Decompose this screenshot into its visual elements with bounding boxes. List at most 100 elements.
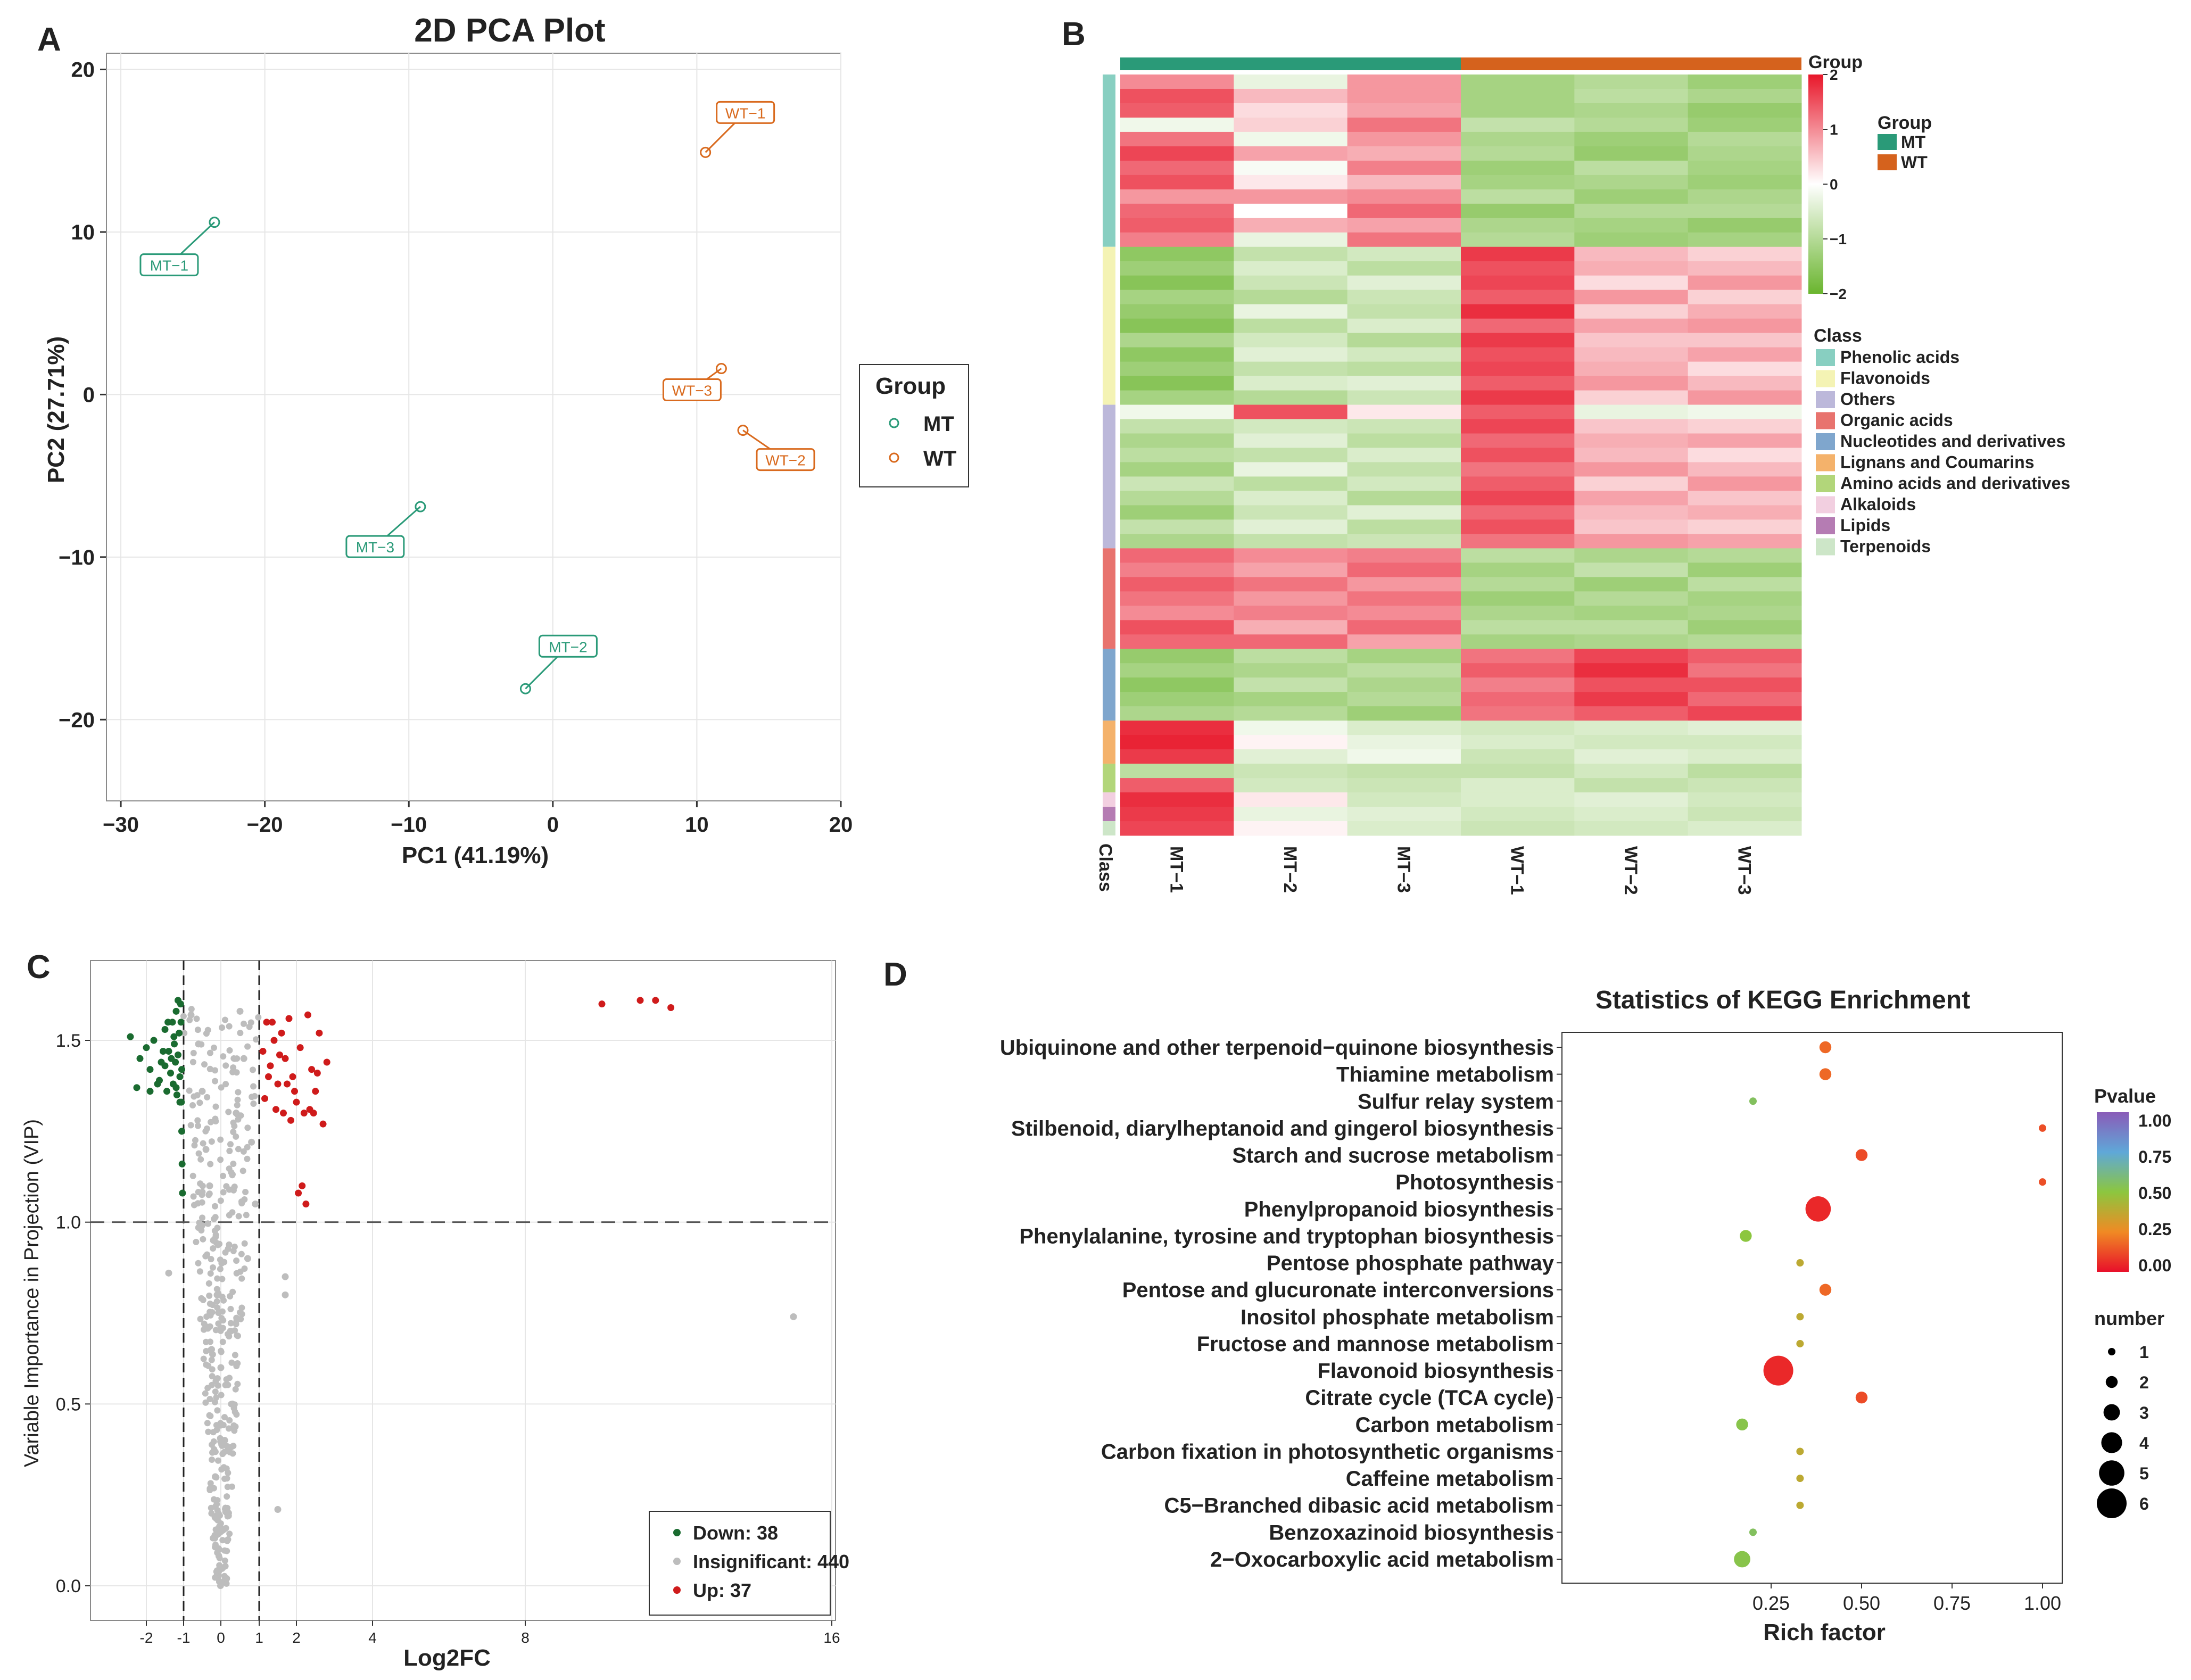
pca-point-label-box (345, 535, 405, 558)
heatmap-cell (1234, 160, 1348, 176)
insignificant-point (228, 1359, 235, 1366)
pathway-label: Sulfur relay system (1358, 1090, 1554, 1113)
heatmap-cell (1574, 462, 1689, 477)
heatmap-cell (1234, 433, 1348, 449)
class-legend-label: Lignans and Coumarins (1840, 453, 2034, 472)
insignificant-point (205, 1428, 212, 1435)
down-point (146, 1088, 154, 1095)
kegg-bubble (1805, 1196, 1831, 1222)
panel-b: B Group Class MT−1 MT−2 MT−3 WT−1 WT−2 WT−3 2… (1062, 16, 2070, 895)
heatmap-cell (1574, 131, 1689, 147)
heatmap-cell (1461, 807, 1575, 822)
insignificant-point (236, 1007, 244, 1015)
number-legend: 1 2 3 4 5 6 (2097, 1343, 2149, 1518)
down-point (150, 1037, 158, 1044)
legend-wt-label: WT (923, 447, 956, 470)
heatmap-cell (1120, 606, 1234, 620)
class-legend-swatch (1816, 517, 1835, 534)
insignificant-point (234, 1096, 241, 1103)
insignificant-point (205, 1280, 212, 1287)
insignificant-point (214, 1507, 221, 1513)
panel-a-x-tick-label: −10 (391, 813, 427, 837)
heatmap-cell (1347, 131, 1461, 147)
down-point (178, 1066, 185, 1073)
kegg-bubble (1736, 1418, 1748, 1431)
insignificant-point (219, 1537, 226, 1544)
heatmap-cell (1461, 462, 1575, 477)
kegg-bubble (1749, 1528, 1757, 1536)
insignificant-point (220, 1189, 227, 1196)
pca-point-label: MT−3 (356, 539, 394, 556)
panel-c-y-tick-label: 0.5 (56, 1394, 81, 1414)
pathway-label: Carbon metabolism (1355, 1413, 1554, 1437)
insignificant-point (206, 1049, 213, 1056)
heatmap-cell (1688, 505, 1802, 520)
down-point (165, 1048, 172, 1055)
heatmap-cell (1120, 146, 1234, 161)
panel-c-x-tick-label: 4 (368, 1629, 377, 1646)
heatmap-cell (1347, 534, 1461, 549)
heatmap-cell (1688, 189, 1802, 204)
insignificant-point (204, 1385, 211, 1392)
insignificant-point (208, 1504, 214, 1511)
insignificant-point (196, 1099, 203, 1106)
heatmap-cell (1461, 218, 1575, 233)
heatmap-cell (1574, 634, 1689, 649)
down-point (176, 1073, 184, 1080)
up-point (299, 1182, 306, 1189)
heatmap-cell (1461, 534, 1575, 549)
insignificant-point (233, 1321, 239, 1328)
heatmap-cell (1120, 491, 1234, 506)
panel-d-x-tick-label: 0.25 (1752, 1592, 1790, 1614)
pvalue-tick-label: 0.25 (2138, 1220, 2171, 1239)
heatmap-cell (1234, 333, 1348, 348)
heatmap-cell (1688, 361, 1802, 377)
down-point (176, 1029, 183, 1037)
up-point (267, 1062, 274, 1070)
insignificant-point (217, 1265, 224, 1272)
class-legend-swatch (1816, 412, 1835, 429)
heatmap-sample-label: MT−2 (1280, 846, 1300, 893)
insignificant-point (213, 1298, 220, 1305)
heatmap-cell (1688, 203, 1802, 219)
insignificant-point (219, 1276, 226, 1282)
insignificant-point (220, 1053, 227, 1060)
insignificant-point (248, 1138, 255, 1146)
heatmap-cell (1461, 131, 1575, 147)
heatmap-colorbar-tick-label: −1 (1830, 231, 1847, 247)
heatmap-cell (1574, 519, 1689, 534)
heatmap-cell (1347, 333, 1461, 348)
heatmap-cell (1688, 548, 1802, 563)
heatmap-cell (1688, 390, 1802, 405)
heatmap-cell (1461, 75, 1575, 89)
heatmap-cell (1688, 476, 1802, 491)
up-point (323, 1058, 330, 1066)
heatmap-cell (1574, 534, 1689, 549)
heatmap-cell (1574, 117, 1689, 133)
panel-a: A 2D PCA Plot MT−1 MT−2 MT−3 WT−1 WT−2 WT−3 −… (37, 12, 969, 868)
heatmap-cell (1574, 232, 1689, 247)
heatmap-cell (1234, 275, 1348, 291)
heatmap-cell (1234, 721, 1348, 735)
insignificant-point (212, 1388, 219, 1395)
heatmap-cell (1688, 606, 1802, 620)
panel-c-x-tick-label: -1 (177, 1629, 191, 1646)
heatmap-cell (1347, 677, 1461, 692)
insignificant-point (199, 1214, 206, 1221)
class-legend-swatch (1816, 391, 1835, 408)
insignificant-point (229, 1450, 236, 1457)
insignificant-point (194, 1027, 201, 1033)
heatmap-class-segment (1103, 404, 1115, 549)
insignificant-point (209, 1366, 216, 1373)
heatmap-cell (1234, 548, 1348, 563)
class-legend-label: Organic acids (1840, 411, 1953, 430)
heatmap-sample-label: WT−3 (1734, 846, 1754, 895)
panel-a-legend-title: Group (875, 373, 946, 399)
heatmap-cell (1461, 476, 1575, 491)
insignificant-point (200, 1236, 206, 1243)
kegg-bubble (1734, 1551, 1751, 1568)
insignificant-point (190, 1049, 197, 1056)
insignificant-point (211, 1203, 218, 1210)
pca-point-label: MT−1 (150, 258, 188, 274)
heatmap-cell (1688, 347, 1802, 362)
